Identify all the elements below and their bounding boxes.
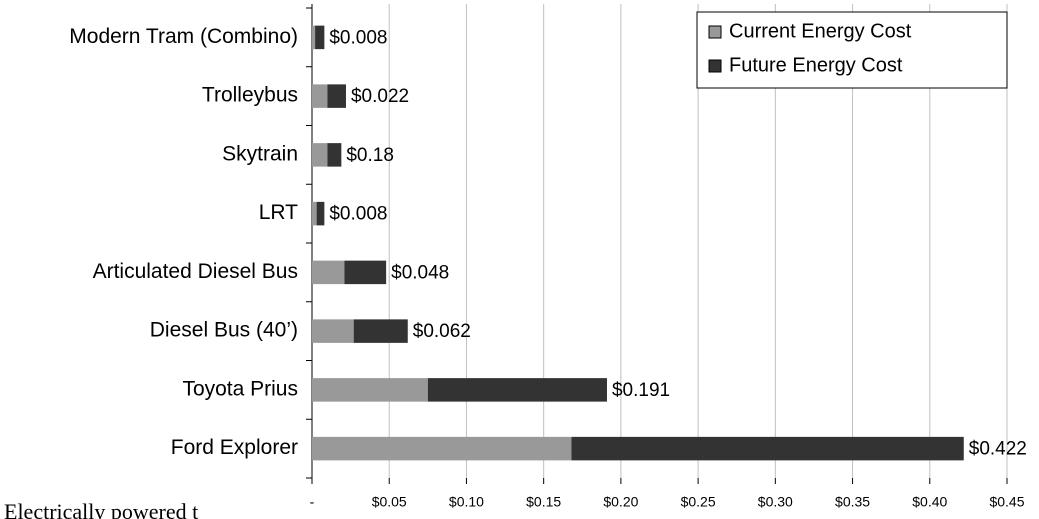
x-tick-label: $0.45: [989, 494, 1024, 510]
bar-segment: [312, 436, 572, 461]
bar-segment: [327, 84, 346, 108]
note: Electrically powered t: [4, 499, 198, 519]
bar-segment: [316, 201, 325, 226]
total-label: $0.008: [329, 27, 387, 48]
total-label: $0.191: [612, 380, 670, 401]
y-tick-label: Toyota Prius: [182, 377, 298, 400]
bar-segment: [315, 25, 325, 50]
total-label: $0.008: [329, 204, 387, 225]
legend-label: Current Energy Cost: [729, 20, 912, 42]
y-tick-label: Trolleybus: [202, 84, 298, 107]
total-label: $0.062: [413, 321, 471, 342]
x-tick-label: $0.35: [835, 494, 870, 510]
y-tick-label: Skytrain: [222, 142, 298, 165]
legend-label: Future Energy Cost: [729, 54, 903, 76]
total-label: $0.18: [346, 145, 394, 166]
total-label: $0.422: [969, 439, 1027, 460]
bar-segment: [353, 319, 408, 343]
bar-segment: [312, 201, 317, 226]
x-tick-label: $0.30: [758, 494, 793, 510]
bar-segment: [571, 436, 964, 461]
legend-swatch: [708, 59, 722, 73]
legend-swatch: [708, 25, 722, 39]
x-tick-label: $0.05: [372, 494, 407, 510]
bar-segment: [312, 378, 428, 402]
y-tick-label: Diesel Bus (40’): [150, 319, 298, 342]
y-tick-label: Modern Tram (Combino): [69, 25, 298, 48]
y-tick-label: Articulated Diesel Bus: [93, 260, 298, 283]
x-tick-label: $0.20: [603, 494, 638, 510]
x-tick-label: $0.25: [681, 494, 716, 510]
bar-segment: [312, 319, 354, 343]
x-tick-label: $0.15: [526, 494, 561, 510]
bar-segment: [312, 260, 345, 285]
bar-segment: [427, 378, 607, 402]
bar-segment: [312, 143, 328, 167]
legend-box: [696, 11, 1008, 89]
y-tick-label: LRT: [259, 201, 298, 224]
bar-segment: [327, 143, 342, 167]
bar-segment: [344, 260, 387, 285]
bar-segment: [312, 84, 328, 108]
total-label: $0.048: [391, 262, 449, 283]
bar-segment: [312, 25, 316, 50]
x-tick-label: -: [310, 494, 315, 510]
y-tick-label: Ford Explorer: [171, 436, 298, 459]
x-tick-label: $0.40: [912, 494, 947, 510]
total-label: $0.022: [351, 86, 409, 107]
x-tick-label: $0.10: [449, 494, 484, 510]
